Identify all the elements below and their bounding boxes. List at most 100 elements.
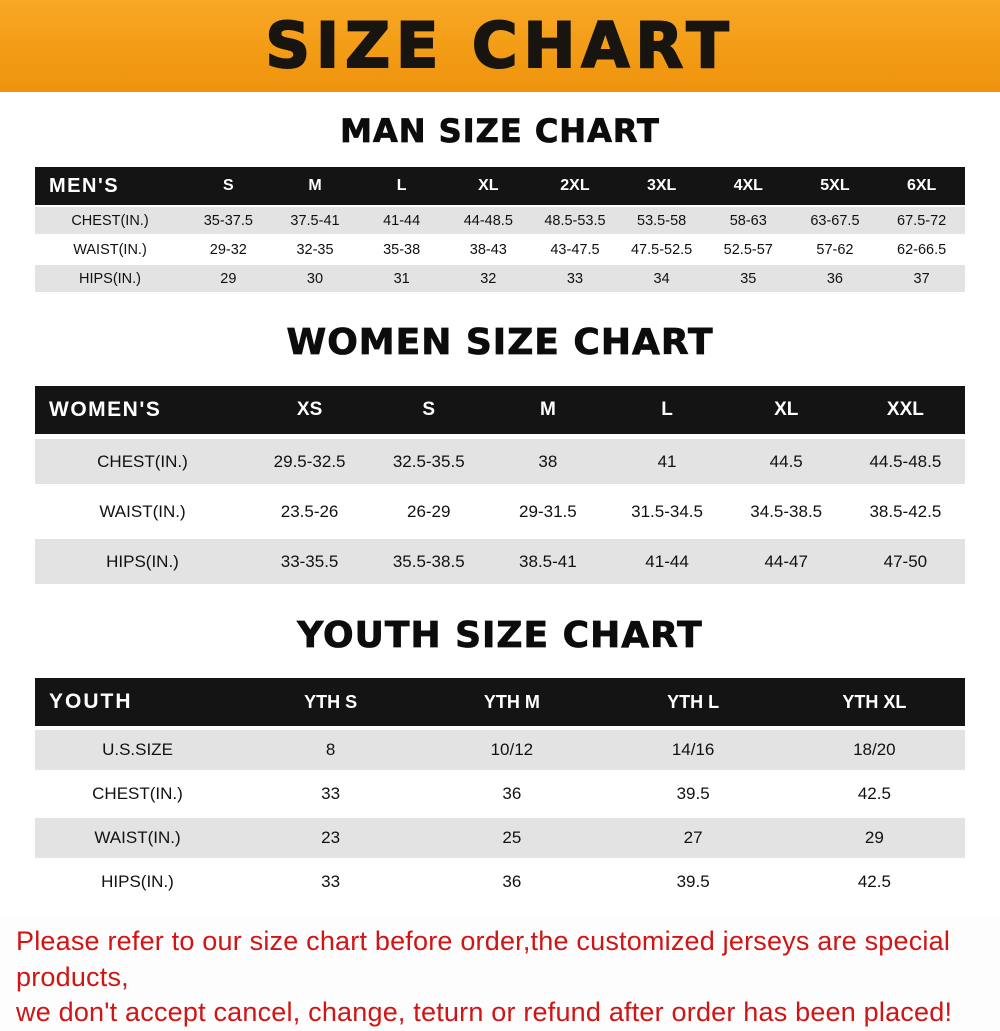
size-value-cell: 32.5-35.5 bbox=[392, 451, 465, 471]
size-value-cell: 30 bbox=[306, 270, 324, 287]
table-row: WAIST(IN.) 23.5-26 26-29 29-31.5 31.5-34.5 34… bbox=[35, 489, 965, 534]
table-row: CHEST(IN.) 29.5-32.5 32.5-35.5 38 41 44.5 44.5… bbox=[35, 439, 965, 484]
size-value-cell: 34 bbox=[653, 270, 670, 287]
size-value-cell: 32-35 bbox=[296, 241, 334, 258]
size-value-cell: 8 bbox=[325, 740, 336, 759]
size-value-cell: 23 bbox=[321, 828, 341, 847]
size-value-cell: 31.5-34.5 bbox=[631, 501, 703, 521]
table-row: HIPS(IN.) 33-35.5 35.5-38.5 38.5-41 41-44 44-… bbox=[35, 539, 965, 584]
size-chart-sections: MAN SIZE CHART MEN'S S M L XL 2XL 3XL 4XL 5XL 6XL C… bbox=[0, 112, 1000, 906]
size-value-cell: 42.5 bbox=[857, 872, 891, 891]
size-value-cell: 38.5-41 bbox=[519, 551, 577, 571]
column-header: YTH L bbox=[602, 678, 784, 726]
size-value-cell: 37 bbox=[913, 270, 930, 287]
size-value-cell: 35-38 bbox=[383, 241, 421, 258]
table-row: HIPS(IN.) 29 30 31 32 33 34 35 36 37 bbox=[35, 265, 965, 292]
size-value-cell: 41-44 bbox=[383, 212, 421, 229]
table-row: U.S.SIZE 8 10/12 14/16 18/20 bbox=[35, 730, 965, 770]
row-label: CHEST(IN.) bbox=[71, 212, 149, 229]
size-value-cell: 36 bbox=[502, 784, 522, 803]
size-table: YOUTH YTH S YTH M YTH L YTH XL U.S.SIZE 8 10/12… bbox=[35, 674, 965, 906]
table-row: CHEST(IN.) 33 36 39.5 42.5 bbox=[35, 774, 965, 814]
size-value-cell: 36 bbox=[502, 872, 522, 891]
size-value-cell: 14/16 bbox=[671, 740, 715, 759]
column-header: YTH XL bbox=[783, 678, 965, 726]
size-value-cell: 42.5 bbox=[857, 784, 891, 803]
size-value-cell: 37.5-41 bbox=[290, 212, 340, 229]
row-label: CHEST(IN.) bbox=[92, 784, 183, 803]
size-value-cell: 41 bbox=[657, 451, 677, 471]
size-value-cell: 23.5-26 bbox=[280, 501, 339, 521]
column-header: L bbox=[358, 167, 445, 205]
size-value-cell: 27 bbox=[683, 828, 703, 847]
row-label: WAIST(IN.) bbox=[94, 828, 181, 847]
table-row: WAIST(IN.) 29-32 32-35 35-38 38-43 43-47.5 47.… bbox=[35, 236, 965, 263]
size-value-cell: 67.5-72 bbox=[897, 212, 947, 229]
size-value-cell: 48.5-53.5 bbox=[544, 212, 606, 229]
column-header: XL bbox=[444, 167, 532, 205]
row-label: HIPS(IN.) bbox=[106, 551, 179, 571]
size-value-cell: 33 bbox=[566, 270, 584, 287]
size-value-cell: 44.5 bbox=[769, 451, 803, 471]
size-value-cell: 57-62 bbox=[816, 241, 854, 258]
footer-note-line-1: Please refer to our size chart before or… bbox=[16, 926, 951, 992]
size-value-cell: 35 bbox=[740, 270, 757, 287]
column-header: S bbox=[369, 386, 489, 434]
size-value-cell: 26-29 bbox=[406, 501, 451, 521]
size-table: MEN'S S M L XL 2XL 3XL 4XL 5XL 6XL CHEST(IN.) 35-37… bbox=[35, 165, 965, 294]
column-header: S bbox=[185, 167, 272, 205]
row-label: HIPS(IN.) bbox=[101, 872, 174, 891]
size-value-cell: 29-32 bbox=[209, 241, 247, 258]
footer-note: Please refer to our size chart before or… bbox=[0, 918, 1000, 1031]
column-header: 2XL bbox=[531, 167, 619, 205]
page-title: SIZE CHART bbox=[264, 9, 735, 82]
column-header: XS bbox=[250, 386, 370, 434]
table-group-label: MEN'S bbox=[35, 167, 185, 205]
size-value-cell: 25 bbox=[502, 828, 522, 847]
size-value-cell: 43-47.5 bbox=[550, 241, 600, 258]
size-value-cell: 33-35.5 bbox=[280, 551, 339, 571]
size-chart-section: YOUTH SIZE CHART YOUTH YTH S YTH M YTH L YTH … bbox=[0, 615, 1000, 906]
table-row: HIPS(IN.) 33 36 39.5 42.5 bbox=[35, 862, 965, 902]
column-header: 3XL bbox=[618, 167, 705, 205]
size-value-cell: 44-47 bbox=[764, 551, 808, 571]
column-header: M bbox=[271, 167, 359, 205]
table-group-label: YOUTH bbox=[35, 678, 240, 726]
table-row: WAIST(IN.) 23 25 27 29 bbox=[35, 818, 965, 858]
column-header: L bbox=[607, 386, 727, 434]
size-value-cell: 47-50 bbox=[883, 551, 928, 571]
column-header: XXL bbox=[845, 386, 965, 434]
size-chart-section: WOMEN SIZE CHART WOMEN'S XS S M L XL XXL CHEST(I… bbox=[0, 322, 1000, 589]
column-header: 4XL bbox=[704, 167, 792, 205]
size-value-cell: 58-63 bbox=[729, 212, 767, 229]
size-value-cell: 62-66.5 bbox=[897, 241, 947, 258]
column-header: 6XL bbox=[878, 167, 965, 205]
size-value-cell: 36 bbox=[826, 270, 843, 287]
size-value-cell: 18/20 bbox=[853, 740, 896, 759]
size-value-cell: 32 bbox=[480, 270, 497, 287]
row-label: WAIST(IN.) bbox=[99, 501, 186, 521]
row-label: U.S.SIZE bbox=[102, 740, 173, 759]
row-label: CHEST(IN.) bbox=[97, 451, 188, 471]
size-value-cell: 63-67.5 bbox=[810, 212, 860, 229]
size-value-cell: 39.5 bbox=[676, 872, 710, 891]
row-label: HIPS(IN.) bbox=[78, 270, 142, 287]
section-heading: YOUTH SIZE CHART bbox=[297, 615, 703, 657]
size-value-cell: 41-44 bbox=[645, 551, 689, 571]
size-value-cell: 31 bbox=[393, 270, 410, 287]
size-value-cell: 10/12 bbox=[490, 740, 534, 759]
size-chart-section: MAN SIZE CHART MEN'S S M L XL 2XL 3XL 4XL 5XL 6XL C… bbox=[0, 112, 1000, 294]
size-value-cell: 29 bbox=[864, 828, 884, 847]
size-value-cell: 33 bbox=[321, 784, 341, 803]
size-value-cell: 52.5-57 bbox=[723, 241, 773, 258]
size-value-cell: 44-48.5 bbox=[463, 212, 513, 229]
table-header-row: WOMEN'S XS S M L XL XXL bbox=[35, 386, 965, 434]
row-label: WAIST(IN.) bbox=[73, 241, 147, 258]
size-value-cell: 35.5-38.5 bbox=[392, 551, 465, 571]
size-value-cell: 34.5-38.5 bbox=[750, 501, 823, 521]
column-header: YTH S bbox=[240, 678, 422, 726]
size-table: WOMEN'S XS S M L XL XXL CHEST(IN.) 29.5-32.5 32.5… bbox=[35, 381, 965, 589]
size-value-cell: 33 bbox=[321, 872, 341, 891]
size-value-cell: 29.5-32.5 bbox=[273, 451, 346, 471]
